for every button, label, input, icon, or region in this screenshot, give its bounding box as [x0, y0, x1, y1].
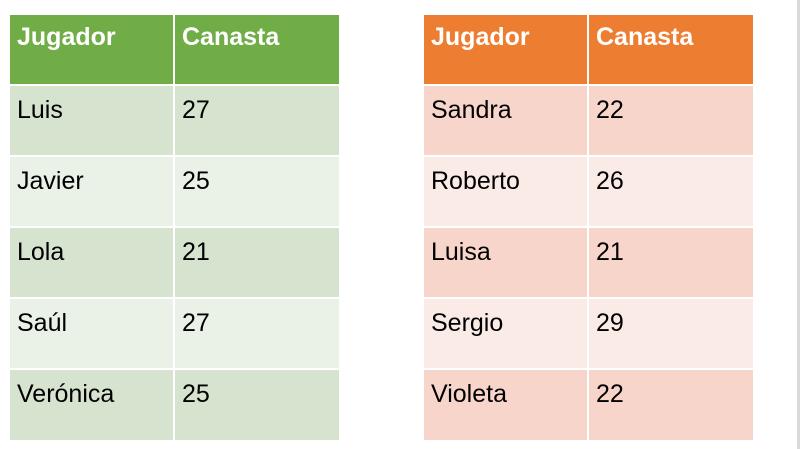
player-score: 27	[173, 297, 339, 369]
player-name: Luis	[10, 84, 174, 156]
header-canasta: Canasta	[173, 15, 339, 85]
player-score: 21	[173, 226, 339, 298]
table-row: Lola 21	[10, 226, 339, 298]
orange-score-table: Jugador Canasta Sandra 22 Roberto 26 Lui…	[424, 15, 753, 440]
player-score: 22	[587, 368, 753, 440]
table-row: Luisa 21	[424, 226, 753, 298]
table-header-row: Jugador Canasta	[424, 15, 753, 85]
green-score-table: Jugador Canasta Luis 27 Javier 25 Lola 2…	[10, 15, 339, 440]
player-score: 25	[173, 155, 339, 227]
player-name: Roberto	[424, 155, 588, 227]
player-name: Javier	[10, 155, 174, 227]
player-name: Sandra	[424, 84, 588, 156]
table-row: Sandra 22	[424, 84, 753, 156]
table-row: Saúl 27	[10, 297, 339, 369]
slide-edge	[797, 0, 800, 449]
player-score: 21	[587, 226, 753, 298]
player-name: Violeta	[424, 368, 588, 440]
table-row: Javier 25	[10, 155, 339, 227]
player-name: Verónica	[10, 368, 174, 440]
table-row: Verónica 25	[10, 368, 339, 440]
header-jugador: Jugador	[10, 15, 174, 85]
header-canasta: Canasta	[587, 15, 753, 85]
player-score: 25	[173, 368, 339, 440]
player-score: 26	[587, 155, 753, 227]
table-row: Luis 27	[10, 84, 339, 156]
table-row: Roberto 26	[424, 155, 753, 227]
header-jugador: Jugador	[424, 15, 588, 85]
table-row: Violeta 22	[424, 368, 753, 440]
player-score: 29	[587, 297, 753, 369]
table-header-row: Jugador Canasta	[10, 15, 339, 85]
player-name: Lola	[10, 226, 174, 298]
player-name: Luisa	[424, 226, 588, 298]
player-score: 22	[587, 84, 753, 156]
player-name: Saúl	[10, 297, 174, 369]
player-score: 27	[173, 84, 339, 156]
table-row: Sergio 29	[424, 297, 753, 369]
player-name: Sergio	[424, 297, 588, 369]
